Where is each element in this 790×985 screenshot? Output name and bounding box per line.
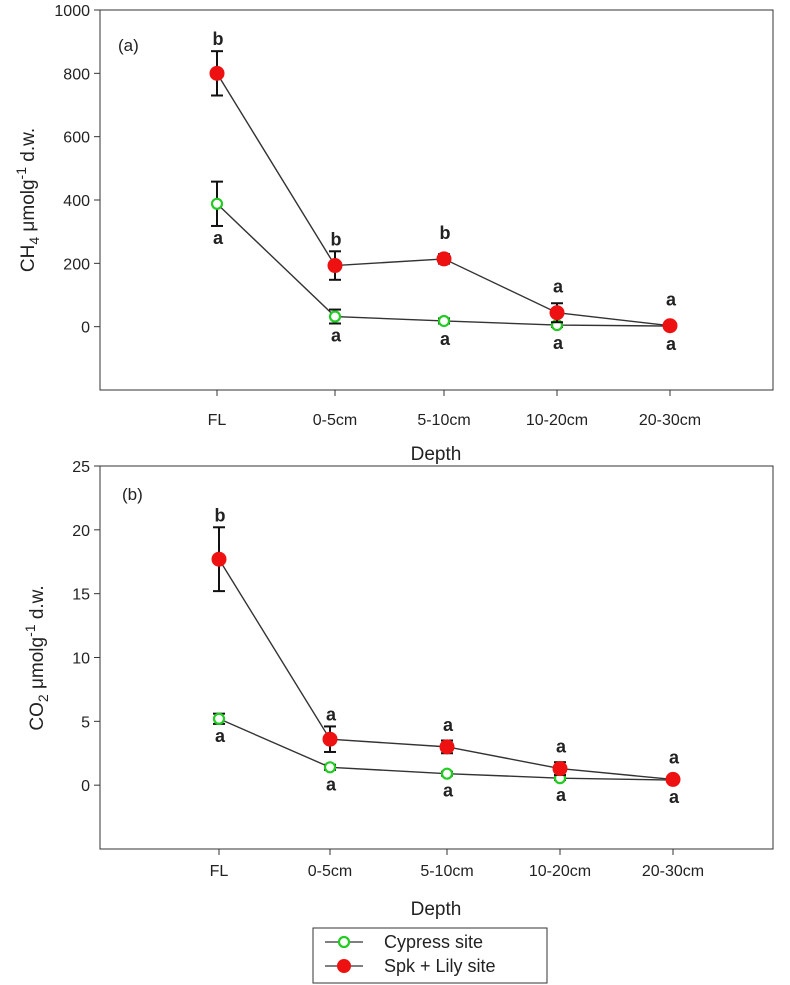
significance-letter: a	[443, 781, 454, 801]
legend-label: Cypress site	[384, 932, 483, 952]
significance-letter: a	[443, 715, 454, 735]
legend-marker-filled-circle	[337, 959, 351, 973]
data-point-filled-circle	[552, 761, 568, 777]
x-tick-label: 0-5cm	[308, 863, 352, 880]
y-tick-label: 600	[63, 130, 90, 147]
data-point-open-circle	[437, 314, 451, 328]
y-tick-label: 20	[72, 523, 90, 540]
panel-a-plot-frame	[99, 9, 774, 391]
y-tick-label: 0	[81, 778, 90, 795]
data-point-open-circle	[328, 310, 342, 323]
significance-letter: a	[326, 774, 337, 794]
data-point-open-circle	[212, 712, 226, 725]
significance-letter: a	[326, 704, 337, 724]
panel-b-x-axis-title: Depth	[411, 899, 462, 920]
significance-letter: b	[215, 505, 226, 525]
legend-item-cypress: Cypress site	[325, 932, 483, 952]
data-point-open-circle	[323, 761, 337, 774]
series-spk-lily-site: b a a a a	[211, 505, 681, 787]
data-point-open-circle	[210, 197, 224, 210]
data-point-filled-circle	[436, 251, 452, 267]
significance-letter: b	[213, 29, 224, 49]
x-tick-label: FL	[210, 863, 229, 880]
significance-letter: a	[213, 228, 224, 248]
data-point-filled-circle	[322, 731, 338, 747]
panel-a-y-axis-title: CH4 μmolg-1 d.w.	[13, 128, 42, 272]
series-cypress-site: a a a a a	[210, 180, 677, 354]
y-tick-label: 5	[81, 714, 90, 731]
x-tick-label: 20-30cm	[642, 863, 704, 880]
legend-label: Spk + Lily site	[384, 956, 496, 976]
panel-b-label: (b)	[122, 485, 143, 504]
x-tick-label: 10-20cm	[529, 863, 591, 880]
data-point-filled-circle	[665, 771, 681, 787]
x-tick-label: FL	[208, 412, 227, 429]
x-tick-label: 20-30cm	[639, 412, 701, 429]
significance-letter: a	[556, 737, 567, 757]
data-point-filled-circle	[209, 65, 225, 81]
data-point-filled-circle	[662, 318, 678, 334]
x-tick-label: 5-10cm	[420, 863, 473, 880]
y-tick-label: 400	[63, 193, 90, 210]
series-line	[216, 72, 671, 327]
data-point-filled-circle	[549, 305, 565, 321]
significance-letter: a	[331, 326, 342, 346]
x-tick-label: 5-10cm	[417, 412, 470, 429]
significance-letter: a	[666, 334, 677, 354]
legend-item-spk-lily: Spk + Lily site	[325, 956, 496, 976]
y-tick-label: 800	[63, 66, 90, 83]
legend: Cypress site Spk + Lily site	[312, 927, 548, 984]
significance-letter: a	[669, 747, 680, 767]
series-spk-lily-site: b b b a a	[209, 29, 678, 334]
legend-box	[312, 927, 548, 984]
y-tick-label: 15	[72, 587, 90, 604]
panel-a-label: (a)	[118, 36, 139, 55]
data-point-filled-circle	[327, 258, 343, 274]
y-tick-label: 10	[72, 651, 90, 668]
significance-letter: a	[553, 333, 564, 353]
significance-letter: b	[331, 229, 342, 249]
significance-letter: a	[666, 290, 677, 310]
data-point-filled-circle	[211, 551, 227, 567]
y-tick-label: 0	[81, 320, 90, 337]
panel-b: 0 5 10 15 20 25 FL 0-5cm 5-10cm 10-20cm 20-30cm a…	[22, 459, 774, 920]
significance-letter: a	[553, 277, 564, 297]
x-tick-label: 10-20cm	[526, 412, 588, 429]
y-tick-label: 200	[63, 256, 90, 273]
y-tick-label: 25	[72, 459, 90, 476]
panel-a-x-axis-title: Depth	[411, 444, 462, 465]
data-point-open-circle	[440, 767, 454, 780]
data-point-filled-circle	[439, 739, 455, 755]
y-tick-label: 1000	[54, 3, 90, 20]
x-tick-label: 0-5cm	[313, 412, 357, 429]
significance-letter: a	[440, 329, 451, 349]
significance-letter: a	[556, 785, 567, 805]
panel-a: 0 200 400 600 800 1000 FL 0-5cm 5-10cm 10-20cm 20…	[13, 3, 774, 465]
significance-letter: a	[669, 787, 680, 807]
significance-letter: b	[440, 223, 451, 243]
legend-marker-open-circle	[337, 935, 351, 949]
panel-b-y-axis-title: CO2 μmolg-1 d.w.	[22, 585, 51, 730]
significance-letter: a	[215, 726, 226, 746]
